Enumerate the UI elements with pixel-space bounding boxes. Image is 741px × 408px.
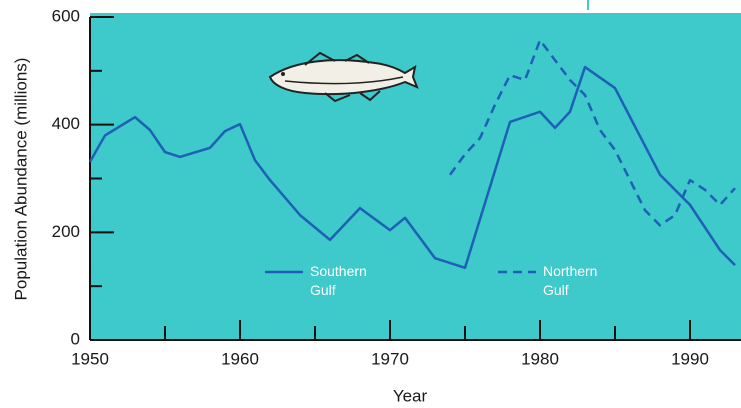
line-series [88,65,736,270]
x-tick-label: 1970 [371,349,409,368]
y-tick-label: 0 [71,329,80,348]
x-tick-label: 1950 [71,349,109,368]
legend-label: Southern Gulf [310,263,367,298]
y-tick-label: 200 [52,222,80,241]
x-tick-label: 1960 [221,349,259,368]
legend-label: Northern Gulf [543,263,598,298]
fish-illustration [268,51,419,103]
plot-background [90,13,741,340]
y-tick-label: 400 [52,114,80,133]
x-tick-label: 1990 [671,349,709,368]
y-tick-label: 600 [52,6,80,25]
x-axis-label: Year [393,386,428,405]
x-tick-label: 1980 [521,349,559,368]
y-axis-label: Population Abundance (millions) [11,58,30,301]
